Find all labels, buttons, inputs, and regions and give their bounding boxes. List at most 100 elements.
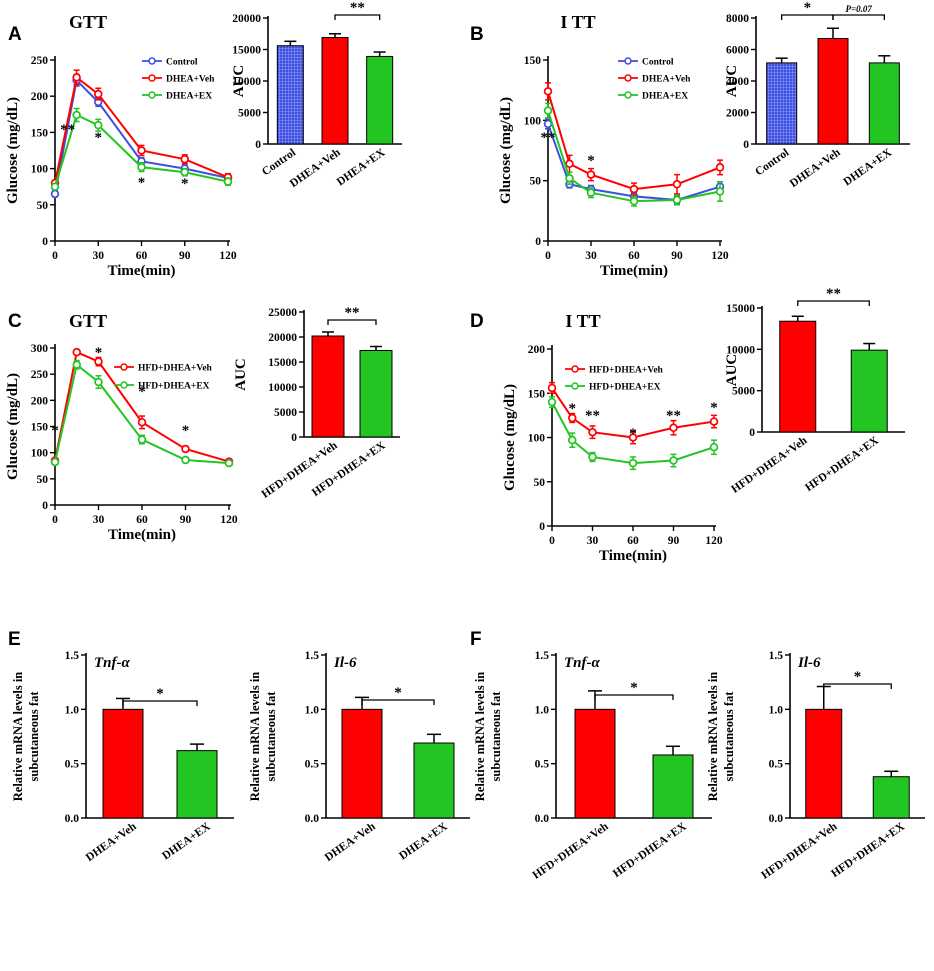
y-tick-label: 1.0 — [535, 704, 550, 716]
x-category-label: DHEA+EX — [841, 146, 894, 188]
x-category-label: DHEA+Veh — [323, 820, 378, 864]
y-tick-label: 0.0 — [65, 813, 80, 825]
significance-bracket — [334, 14, 381, 20]
bar-HFD+DHEA+EX — [850, 349, 888, 433]
gene-label: Tnf-α — [94, 655, 130, 671]
y-axis-title: AUC — [724, 65, 740, 98]
significance-marker: * — [138, 384, 146, 400]
significance-marker: * — [182, 423, 190, 439]
y-tick-label: 1.0 — [769, 704, 784, 716]
y-tick-label: 6000 — [726, 45, 749, 57]
data-point — [543, 119, 553, 129]
y-tick-label: 50 — [37, 200, 49, 212]
bar-HFD+DHEA+Veh — [311, 335, 345, 438]
data-point — [180, 167, 190, 177]
y-tick-label: 200 — [31, 91, 49, 103]
bar-chart-E1: 0.0 0.5 1.0 1.5 DHEA+Veh DHEA+EX Relative mRNA… — [11, 650, 234, 864]
data-point — [94, 357, 103, 366]
legend-marker — [571, 382, 579, 390]
panel-label-D: D — [470, 311, 484, 332]
panel-label-E: E — [8, 629, 21, 650]
y-axis-title-line2: subcutaneous fat — [27, 691, 41, 782]
panel-label-F: F — [470, 629, 482, 650]
significance-marker: * — [710, 400, 718, 416]
data-point — [588, 427, 597, 437]
line-chart-D_line: 0 50 100 150 200 0 30 60 90 120 Time(min) Glucose (… — [502, 311, 723, 564]
bar-DHEA+EX — [868, 62, 900, 145]
data-point — [72, 347, 81, 357]
y-tick-label: 0.0 — [535, 813, 550, 825]
x-tick-label: 60 — [136, 250, 148, 262]
series-line — [547, 91, 721, 191]
x-tick-label: 120 — [705, 535, 723, 547]
bar-HFD+DHEA+Veh — [805, 708, 843, 819]
significance-bracket — [823, 683, 892, 689]
data-point — [565, 159, 574, 169]
x-axis-title: Time(min) — [108, 527, 176, 543]
bar-HFD+DHEA+EX — [872, 776, 910, 819]
significance-marker: * — [181, 176, 189, 192]
data-point — [629, 196, 639, 206]
series-line — [54, 113, 229, 187]
y-tick-label: 150 — [31, 422, 49, 434]
data-point — [543, 87, 553, 96]
bar-DHEA+EX — [413, 742, 455, 819]
series-DHEA+EX — [50, 107, 233, 191]
x-tick-label: 90 — [180, 514, 192, 526]
y-tick-label: 0 — [42, 236, 48, 248]
significance-marker: ** — [350, 0, 365, 16]
legend-label: DHEA+Veh — [642, 75, 691, 85]
y-axis-title: Relative mRNA levels in — [248, 672, 262, 802]
y-tick-label: 150 — [528, 388, 546, 400]
data-point — [50, 189, 60, 199]
y-tick-label: 100 — [31, 448, 49, 460]
legend-marker — [624, 74, 632, 82]
data-point — [586, 188, 596, 197]
data-point — [72, 360, 81, 369]
series-HFD+DHEA+EX — [547, 396, 719, 471]
significance-marker: ** — [60, 122, 75, 138]
data-point — [567, 413, 577, 423]
data-point — [50, 182, 60, 191]
x-category-label: DHEA+EX — [160, 820, 213, 862]
data-point — [224, 458, 234, 468]
x-axis-title: Time(min) — [599, 548, 667, 564]
y-tick-label: 50 — [530, 176, 542, 188]
data-point — [137, 418, 147, 427]
significance-marker: * — [854, 669, 862, 685]
x-tick-label: 60 — [136, 514, 148, 526]
x-category-label: DHEA+Veh — [84, 820, 139, 864]
data-point — [715, 163, 725, 172]
x-category-label: DHEA+EX — [397, 820, 450, 862]
y-tick-label: 2000 — [726, 108, 749, 120]
x-tick-label: 90 — [671, 250, 683, 262]
x-axis-title: Time(min) — [600, 263, 668, 279]
significance-marker: ** — [666, 408, 681, 424]
y-tick-label: 4000 — [726, 76, 749, 88]
legend-label: HFD+DHEA+Veh — [589, 366, 664, 376]
x-tick-label: 0 — [549, 535, 555, 547]
y-tick-label: 0 — [535, 236, 541, 248]
y-tick-label: 1.5 — [769, 650, 784, 662]
significance-marker: * — [156, 686, 164, 702]
significance-marker: ** — [541, 130, 556, 146]
y-tick-label: 0 — [255, 139, 261, 151]
y-tick-label: 50 — [37, 474, 49, 486]
bar-DHEA+Veh — [321, 37, 349, 145]
legend-marker — [624, 91, 632, 99]
significance-marker: * — [95, 345, 103, 361]
x-category-label: HFD+DHEA+Veh — [729, 434, 810, 495]
legend-marker — [571, 365, 579, 373]
x-tick-label: 0 — [52, 250, 58, 262]
x-tick-label: 120 — [219, 250, 237, 262]
data-point — [180, 154, 190, 164]
x-tick-label: 60 — [628, 250, 640, 262]
data-point — [50, 457, 60, 467]
y-tick-label: 150 — [524, 55, 542, 67]
data-point — [669, 456, 678, 465]
y-tick-label: 0 — [42, 500, 48, 512]
legend-label: HFD+DHEA+EX — [589, 383, 661, 393]
x-category-label: HFD+DHEA+Veh — [531, 820, 612, 881]
